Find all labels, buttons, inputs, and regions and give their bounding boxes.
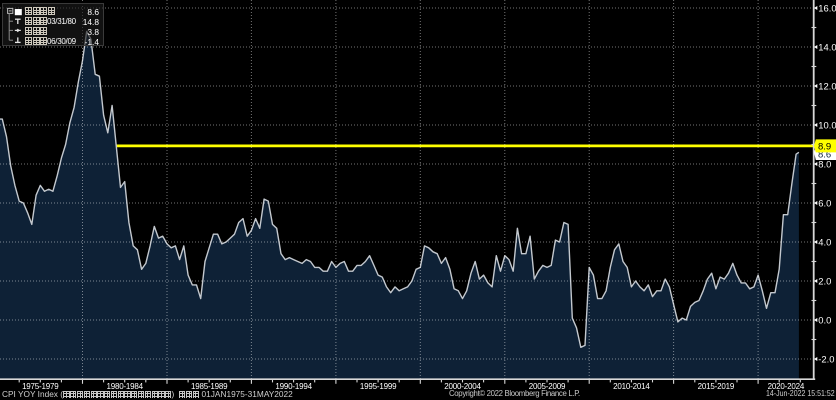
svg-text:2010-2014: 2010-2014 xyxy=(613,382,650,391)
svg-text:0.0: 0.0 xyxy=(818,314,831,325)
svg-text:2000-2004: 2000-2004 xyxy=(444,382,481,391)
svg-text:1990-1994: 1990-1994 xyxy=(275,382,312,391)
svg-text:1985-1989: 1985-1989 xyxy=(191,382,228,391)
svg-text:4.0: 4.0 xyxy=(818,236,831,247)
svg-text:2020-2024: 2020-2024 xyxy=(768,382,805,391)
svg-text:16.0: 16.0 xyxy=(818,2,836,13)
svg-text:6.0: 6.0 xyxy=(818,197,831,208)
svg-text:12.0: 12.0 xyxy=(818,80,836,91)
svg-text:8.0: 8.0 xyxy=(818,158,831,169)
svg-text:2005-2009: 2005-2009 xyxy=(529,382,566,391)
svg-text:-2.0: -2.0 xyxy=(818,353,834,364)
svg-text:8.6: 8.6 xyxy=(818,149,831,160)
svg-text:1975-1979: 1975-1979 xyxy=(22,382,59,391)
svg-text:1995-1999: 1995-1999 xyxy=(360,382,397,391)
svg-text:2015-2019: 2015-2019 xyxy=(698,382,735,391)
svg-text:10.0: 10.0 xyxy=(818,119,836,130)
svg-text:14.0: 14.0 xyxy=(818,41,836,52)
svg-text:2.0: 2.0 xyxy=(818,275,831,286)
svg-text:1980-1984: 1980-1984 xyxy=(106,382,143,391)
svg-text:8.9: 8.9 xyxy=(818,142,831,153)
